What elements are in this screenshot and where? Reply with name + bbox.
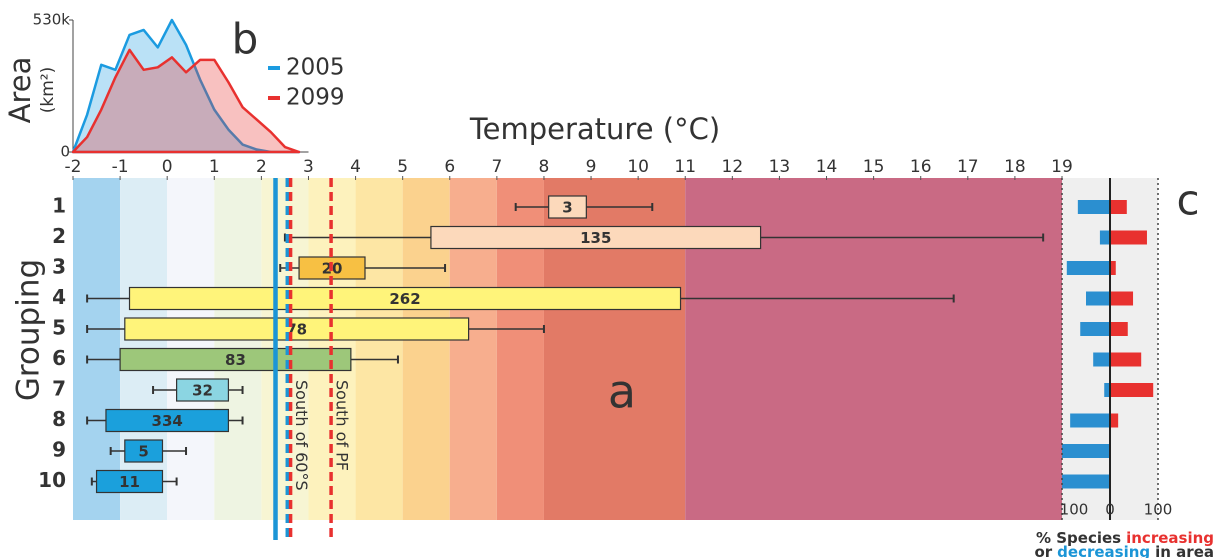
group-label: 8 [52,407,66,431]
x-axis-title-part: in area [1155,543,1214,558]
x-axis-title-part: decreasing [1057,543,1150,558]
group-label: 5 [52,316,66,340]
count-label: 334 [152,412,183,430]
bar [1093,352,1110,367]
bar [1066,261,1110,275]
x-tick-label: 1 [209,157,220,177]
group-label: 3 [52,255,66,279]
panel-letter: a [608,365,636,419]
x-tick-label: 7 [491,157,502,177]
x-axis-title: Temperature (°C) [469,112,720,146]
count-label: 11 [119,473,140,491]
x-tick-label: -1 [112,157,129,177]
x-tick-label: 12 [722,157,744,177]
y-tick-label: 530k [33,11,71,29]
group-label: 4 [52,285,66,309]
x-tick-label: 2 [256,157,267,177]
reference-line-label: South of PF [333,380,352,471]
temperature-band [73,178,121,520]
count-label: 83 [225,351,246,369]
x-tick-label: -2 [65,157,82,177]
count-label: 32 [192,382,213,400]
x-tick-label: 11 [674,157,696,177]
bar [1099,230,1110,245]
box [124,439,164,463]
label-layer: -2 -1 0 1 2 3 4 5 6 7 8 9 10 11 12 13 14 15 16 17 18 19Temper… [3,11,1214,558]
area [71,48,301,154]
bar [1077,200,1110,214]
group-label: 10 [38,468,66,492]
bar [1110,261,1116,275]
x-tick-label: 100 [1060,501,1089,519]
x-tick-label: 100 [1144,501,1173,519]
group-label: 7 [52,377,66,401]
count-label: 262 [389,290,420,308]
x-tick-label: 19 [1051,157,1073,177]
y-axis-unit: (km²) [38,67,58,113]
box [548,195,587,219]
panel-letter: b [232,15,259,64]
x-tick-label: 8 [539,157,550,177]
group-label: 1 [52,194,66,218]
reference-line-label: South of 60°S [292,380,311,491]
bar [1110,200,1127,214]
box [119,347,352,372]
bar [1062,444,1110,458]
y-axis-title: Area [3,57,37,124]
panel-letter: c [1176,176,1199,225]
box [124,317,470,341]
mark-layer: 313520262788332334511 [86,195,1154,494]
x-tick-label: 15 [863,157,885,177]
bar [1104,383,1110,397]
bar [1110,352,1142,367]
y-axis-title: Grouping [11,259,47,401]
count-label: 3 [562,199,572,217]
x-tick-label: 14 [816,157,838,177]
x-tick-label: 4 [350,157,361,177]
y-tick-label: 0 [60,143,70,161]
box [128,286,682,311]
x-tick-label: 0 [1105,501,1115,519]
x-tick-label: 3 [303,157,314,177]
legend-label: 2005 [286,55,345,81]
x-axis-title-part: % Species [1036,529,1121,547]
x-tick-label: 6 [444,157,455,177]
group-label: 6 [52,346,66,370]
box [95,469,164,494]
bar [1110,230,1147,245]
bar [1110,383,1154,397]
x-tick-label: 18 [1004,157,1026,177]
x-axis-title: % Species increasing [1036,529,1214,547]
x-tick-label: 10 [627,157,649,177]
group-label: 9 [52,438,66,462]
x-tick-label: 16 [910,157,932,177]
temperature-band [355,178,403,520]
x-axis-title: or decreasing in area [1034,543,1214,558]
x-axis-title-part: increasing [1126,529,1214,547]
x-tick-label: 13 [769,157,791,177]
bar [1080,322,1110,336]
box [176,378,230,402]
group-label: 2 [52,224,66,248]
bar [1110,291,1134,306]
box [105,408,230,433]
bar [1110,413,1119,428]
x-tick-label: 17 [957,157,979,177]
count-label: 135 [580,229,611,247]
x-axis-title-part: or [1034,543,1052,558]
bar [1070,413,1110,428]
legend-label: 2099 [286,85,345,111]
bar [1110,322,1128,336]
x-tick-label: 9 [586,157,597,177]
x-tick-label: 0 [162,157,173,177]
x-tick-label: 5 [397,157,408,177]
box [430,225,762,250]
bar [1062,474,1110,489]
count-label: 5 [138,443,148,461]
bar [1086,291,1110,306]
